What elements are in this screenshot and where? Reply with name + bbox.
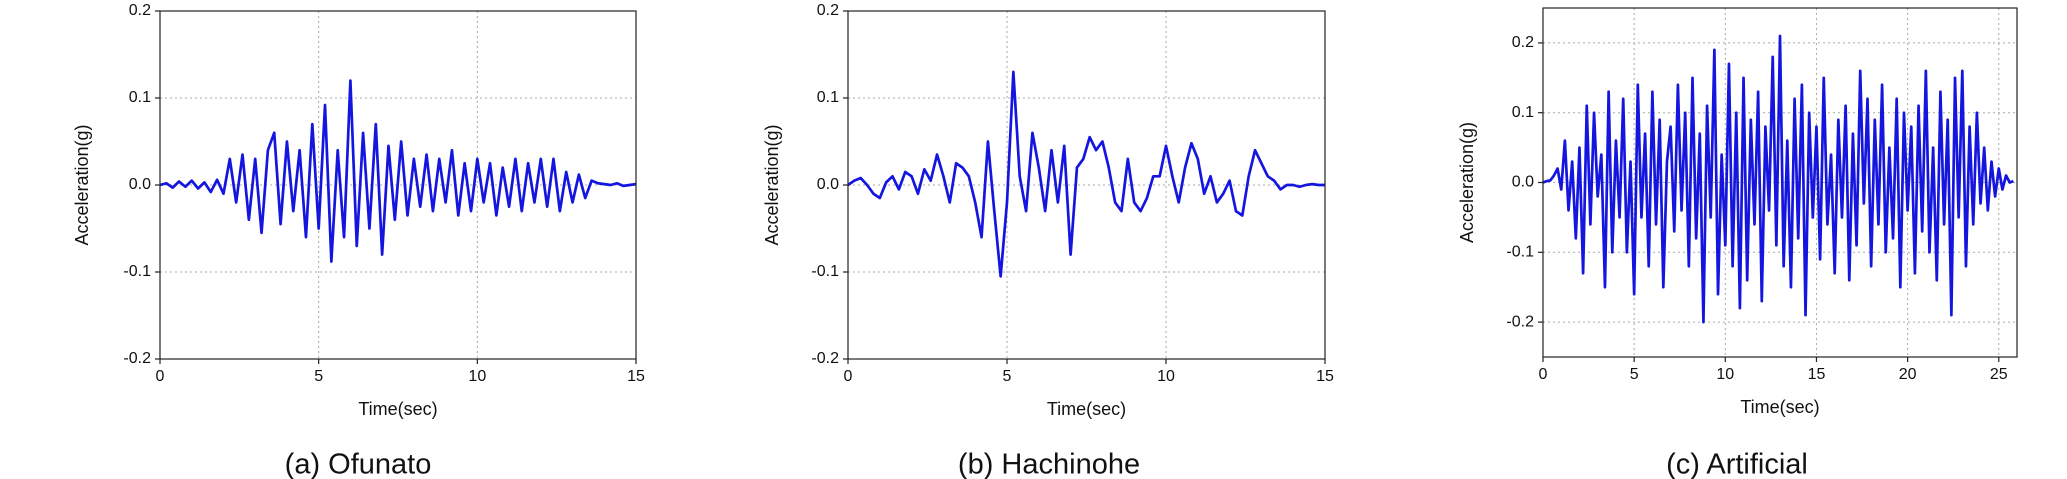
- y-tick-label: 0.2: [129, 2, 151, 19]
- chart-panel: -0.2 -0.1 0.0 0.1 0.2 0 5 10 15 Time(sec) Accelera…: [72, 2, 645, 479]
- x-tick-label: 15: [627, 368, 645, 385]
- caption: (c) Artificial: [1666, 449, 1808, 479]
- y-tick-label: 0.2: [1512, 34, 1534, 51]
- y-axis-label: Acceleration(g): [762, 124, 782, 245]
- x-tick-label: 0: [844, 368, 853, 385]
- y-axis-label: Acceleration(g): [72, 124, 92, 245]
- plot-frame: [1542, 7, 2018, 358]
- x-tick-label: 10: [1157, 368, 1175, 385]
- data-line: [159, 79, 637, 263]
- chart-panel: -0.2 -0.1 0.0 0.1 0.2 0 5 10 15 20 25 Time(sec) Acce…: [1457, 7, 2018, 479]
- x-tick-label: 20: [1899, 366, 1917, 383]
- x-tick-label: 15: [1316, 368, 1334, 385]
- y-tick-label: -0.2: [811, 350, 839, 367]
- x-tick-label: 5: [314, 368, 323, 385]
- x-tick-label: 25: [1990, 366, 2008, 383]
- x-tick-label: 15: [1808, 366, 1826, 383]
- y-tick-label: -0.1: [811, 263, 839, 280]
- y-tick-label: 0.0: [817, 176, 839, 193]
- y-tick-label: -0.1: [123, 263, 151, 280]
- y-tick-label: 0.0: [1512, 174, 1534, 191]
- x-tick-label: 0: [1539, 366, 1548, 383]
- y-tick-label: 0.1: [129, 89, 151, 106]
- x-tick-label: 5: [1003, 368, 1012, 385]
- x-tick-label: 0: [156, 368, 165, 385]
- y-tick-label: -0.2: [123, 350, 151, 367]
- data-line: [847, 70, 1325, 278]
- y-tick-label: 0.1: [1512, 104, 1534, 121]
- caption: (a) Ofunato: [285, 449, 432, 479]
- y-tick-label: 0.0: [129, 176, 151, 193]
- y-tick-label: -0.2: [1506, 313, 1534, 330]
- plot-frame: [847, 10, 1326, 360]
- x-tick-label: 5: [1630, 366, 1639, 383]
- y-axis-label: Acceleration(g): [1457, 122, 1477, 243]
- caption: (b) Hachinohe: [958, 449, 1140, 479]
- y-tick-label: 0.1: [817, 89, 839, 106]
- data-line: [1542, 34, 2014, 324]
- x-axis-label: Time(sec): [358, 399, 437, 419]
- y-tick-label: 0.2: [817, 2, 839, 19]
- plot-frame: [159, 10, 637, 360]
- chart-panel: -0.2 -0.1 0.0 0.1 0.2 0 5 10 15 Time(sec) Accelera…: [762, 2, 1334, 479]
- x-tick-label: 10: [1716, 366, 1734, 383]
- y-tick-label: -0.1: [1506, 244, 1534, 261]
- x-axis-label: Time(sec): [1047, 399, 1126, 419]
- x-axis-label: Time(sec): [1740, 397, 1819, 417]
- x-tick-label: 10: [468, 368, 486, 385]
